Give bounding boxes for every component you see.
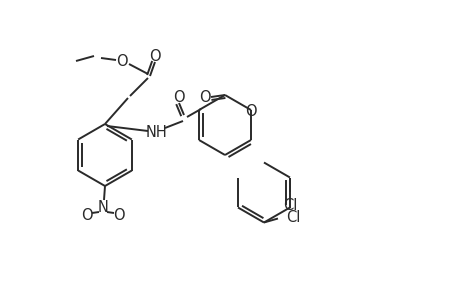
Text: O: O	[116, 53, 128, 68]
Text: NH: NH	[146, 124, 168, 140]
Text: N: N	[97, 200, 108, 215]
Text: O: O	[173, 89, 185, 104]
Text: O: O	[113, 208, 124, 224]
Text: Cl: Cl	[285, 210, 300, 225]
Text: O: O	[199, 89, 210, 104]
Text: O: O	[81, 208, 93, 224]
Text: Cl: Cl	[282, 197, 297, 212]
Text: O: O	[245, 103, 256, 118]
Text: O: O	[149, 49, 161, 64]
